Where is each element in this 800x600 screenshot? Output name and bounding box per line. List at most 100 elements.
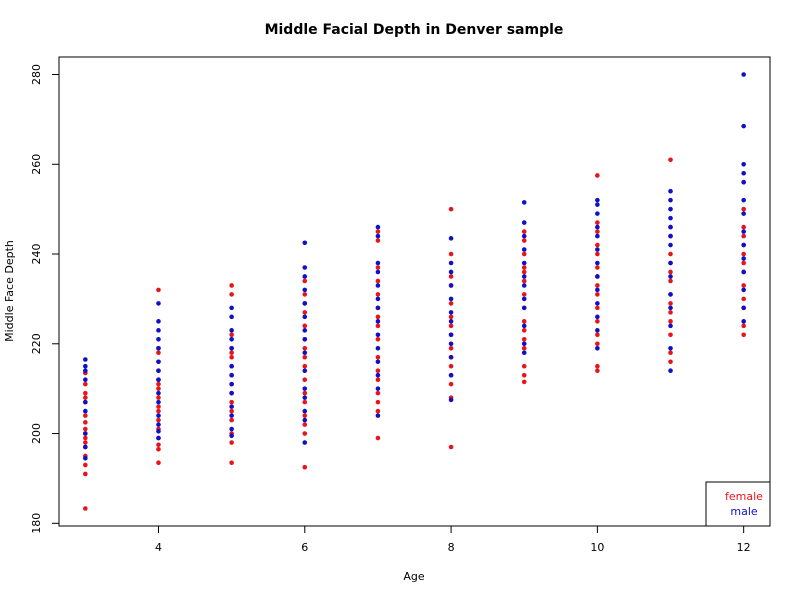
point [83, 381, 88, 387]
point [741, 206, 746, 212]
point [156, 442, 161, 448]
point [229, 440, 234, 445]
point [302, 301, 308, 306]
point [448, 296, 454, 302]
point [302, 310, 308, 315]
y-axis-label: Middle Face Depth [3, 240, 16, 342]
point [668, 368, 673, 374]
point [521, 269, 527, 275]
point [229, 336, 234, 342]
point [448, 381, 454, 387]
point [83, 413, 88, 418]
point [83, 357, 88, 362]
point [83, 426, 88, 432]
point [229, 413, 234, 418]
point [375, 233, 381, 239]
point [229, 332, 234, 338]
point [156, 395, 161, 400]
point [668, 350, 673, 356]
point [741, 251, 746, 257]
point [83, 363, 88, 369]
point [302, 323, 308, 329]
x-tick-label: 6 [301, 541, 308, 554]
point [668, 188, 673, 194]
point [375, 332, 381, 338]
point [229, 328, 234, 333]
point [375, 336, 381, 342]
point [668, 274, 673, 279]
point [668, 332, 673, 338]
point [595, 292, 600, 297]
point [156, 350, 161, 356]
point [741, 197, 746, 203]
point [83, 435, 88, 441]
legend-label: male [730, 505, 758, 518]
point [521, 247, 527, 252]
point [156, 301, 161, 306]
point [375, 368, 381, 374]
point [521, 328, 527, 333]
point [83, 462, 88, 468]
point [302, 240, 308, 246]
point [668, 345, 673, 351]
point [83, 395, 88, 400]
point [521, 363, 527, 369]
point [83, 377, 88, 382]
y-tick-label: 180 [30, 513, 43, 534]
point [741, 296, 746, 302]
point [595, 345, 600, 351]
y-tick-label: 200 [30, 423, 43, 444]
point [302, 408, 308, 414]
point [302, 386, 308, 391]
point [448, 206, 454, 212]
point [595, 260, 600, 266]
point [668, 323, 673, 329]
point [83, 368, 88, 374]
point [156, 408, 161, 414]
point [668, 292, 673, 297]
point [83, 408, 88, 414]
point [375, 408, 381, 414]
point [302, 368, 308, 374]
point [448, 310, 454, 315]
point [741, 283, 746, 288]
point [229, 381, 234, 387]
point [156, 359, 161, 365]
point [448, 274, 454, 279]
point [668, 359, 673, 365]
y-tick-label: 280 [30, 64, 43, 85]
point [521, 341, 527, 347]
point [595, 247, 600, 252]
point [83, 444, 88, 450]
point [595, 319, 600, 324]
point [741, 211, 746, 216]
point [229, 404, 234, 409]
point [156, 381, 161, 387]
x-tick-label: 12 [737, 541, 751, 554]
point [521, 305, 527, 311]
point [229, 283, 234, 288]
point [302, 395, 308, 400]
point [448, 251, 454, 257]
point [156, 399, 161, 405]
point [83, 399, 88, 405]
point [156, 429, 161, 434]
point [741, 170, 746, 176]
point [302, 354, 308, 360]
point [302, 417, 308, 423]
point [83, 506, 88, 511]
point [595, 251, 600, 257]
point [668, 301, 673, 306]
point [156, 287, 161, 293]
point [521, 220, 527, 225]
point [83, 471, 88, 477]
point [375, 314, 381, 320]
point [375, 278, 381, 284]
point [302, 440, 308, 445]
point [375, 319, 381, 324]
point [302, 363, 308, 369]
point [229, 408, 234, 414]
point [521, 379, 527, 385]
point [521, 238, 527, 243]
